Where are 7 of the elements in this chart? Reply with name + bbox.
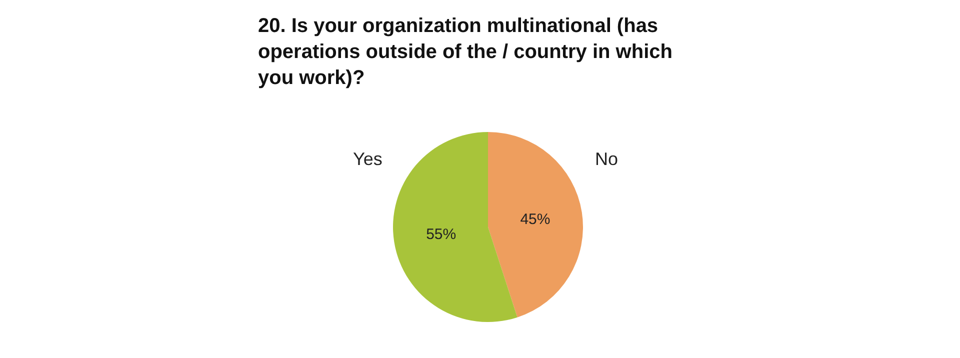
data-label: 55%: [426, 226, 456, 243]
slice-label: Yes: [353, 149, 382, 169]
pie-slice: [488, 132, 583, 318]
pie-slice: [393, 132, 518, 322]
chart-title: 20. Is your organization multinational (has operations outside of the / country in which you work)?: [258, 15, 672, 89]
slice-label: No: [595, 149, 618, 169]
data-label: 45%: [520, 211, 550, 228]
